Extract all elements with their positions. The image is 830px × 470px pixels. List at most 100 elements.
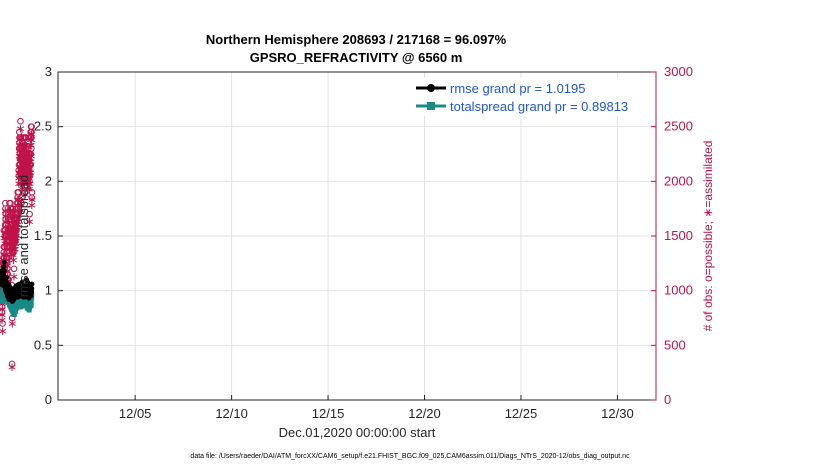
obs-assimilated-point: ∗	[3, 258, 13, 272]
obs-assimilated-point: ∗	[0, 209, 10, 223]
obs-assimilated-point: ∗	[7, 242, 17, 256]
y-tick-label: 1	[45, 283, 52, 298]
obs-assimilated-point: ∗	[9, 242, 19, 256]
y-tick-label: 2.5	[34, 119, 52, 134]
obs-assimilated-point: ∗	[19, 171, 29, 185]
x-tick-label: 12/05	[119, 406, 152, 421]
obs-assimilated-point: ∗	[12, 204, 22, 218]
obs-assimilated-point: ∗	[2, 247, 12, 261]
y-tick-label: 2	[45, 173, 52, 188]
obs-possible-point	[18, 194, 25, 202]
obs-assimilated-point: ∗	[7, 316, 17, 330]
obs-assimilated-point: ∗	[14, 165, 24, 179]
obs-assimilated-point: ∗	[0, 302, 7, 316]
legend-spread-marker	[427, 102, 435, 110]
obs-possible-point	[17, 117, 24, 125]
obs-assimilated-point: ∗	[13, 209, 23, 223]
obs-assimilated-point: ∗	[18, 171, 28, 185]
obs-assimilated-point: ∗	[11, 231, 21, 245]
obs-possible-point	[10, 249, 17, 256]
rmse-point	[1, 264, 7, 270]
obs-assimilated-point: ∗	[10, 226, 20, 240]
obs-assimilated-point: ∗	[9, 231, 19, 245]
obs-assimilated-point: ∗	[16, 138, 26, 152]
rmse-point	[4, 275, 10, 280]
obs-assimilated-point: ∗	[15, 165, 25, 179]
obs-assimilated-point: ∗	[5, 236, 15, 250]
obs-assimilated-point: ∗	[24, 160, 34, 174]
obs-assimilated-point: ∗	[4, 242, 14, 256]
obs-assimilated-point: ∗	[1, 215, 11, 229]
obs-assimilated-point: ∗	[19, 149, 29, 163]
obs-assimilated-point: ∗	[7, 236, 17, 250]
obs-assimilated-point: ∗	[17, 171, 27, 185]
totalspread-point	[2, 298, 7, 303]
rmse-point	[1, 268, 7, 274]
obs-assimilated-point: ∗	[25, 154, 35, 168]
obs-assimilated-point: ∗	[17, 182, 27, 196]
obs-assimilated-point: ∗	[0, 313, 7, 327]
obs-assimilated-point: ∗	[20, 187, 30, 201]
obs-assimilated-point: ∗	[23, 165, 33, 179]
obs-assimilated-point: ∗	[26, 127, 36, 141]
obs-assimilated-point: ∗	[4, 220, 14, 234]
obs-assimilated-point: ∗	[16, 176, 26, 190]
obs-possible-point	[28, 145, 35, 152]
x-tick-label: 12/10	[215, 406, 248, 421]
obs-assimilated-point: ∗	[16, 160, 26, 174]
obs-assimilated-point: ∗	[0, 247, 9, 261]
obs-assimilated-point: ∗	[4, 231, 14, 245]
chart-subtitle: GPSRO_REFRACTIVITY @ 6560 m	[250, 50, 463, 65]
obs-assimilated-point: ∗	[0, 324, 8, 338]
obs-assimilated-point: ∗	[20, 149, 30, 163]
obs-assimilated-point: ∗	[18, 138, 28, 152]
x-tick-label: 12/30	[601, 406, 634, 421]
y-right-tick-label: 2000	[664, 173, 693, 188]
obs-assimilated-point: ∗	[13, 204, 23, 218]
obs-assimilated-point: ∗	[15, 122, 25, 136]
obs-assimilated-point: ∗	[10, 231, 20, 245]
obs-assimilated-point: ∗	[6, 226, 16, 240]
obs-assimilated-point: ∗	[10, 236, 20, 250]
obs-assimilated-point: ∗	[19, 138, 29, 152]
obs-assimilated-point: ∗	[14, 171, 24, 185]
obs-assimilated-point: ∗	[22, 171, 32, 185]
obs-assimilated-point: ∗	[9, 242, 19, 256]
obs-assimilated-point: ∗	[6, 209, 16, 223]
obs-assimilated-point: ∗	[8, 209, 18, 223]
obs-assimilated-point: ∗	[24, 154, 34, 168]
obs-assimilated-point: ∗	[18, 165, 28, 179]
obs-assimilated-point: ∗	[23, 149, 33, 163]
obs-assimilated-point: ∗	[18, 160, 28, 174]
obs-assimilated-point: ∗	[25, 165, 35, 179]
obs-assimilated-point: ∗	[2, 242, 12, 256]
obs-possible-point	[1, 243, 8, 251]
obs-assimilated-point: ∗	[1, 226, 11, 240]
obs-assimilated-point: ∗	[16, 171, 26, 185]
obs-assimilated-point: ∗	[23, 160, 33, 174]
obs-assimilated-point: ∗	[22, 154, 32, 168]
obs-assimilated-point: ∗	[1, 236, 11, 250]
obs-possible-point	[0, 320, 6, 327]
obs-assimilated-point: ∗	[0, 226, 10, 240]
y-right-tick-label: 2500	[664, 119, 693, 134]
totalspread-point	[29, 301, 34, 306]
obs-assimilated-point: ∗	[13, 193, 23, 207]
obs-assimilated-point: ∗	[11, 220, 21, 234]
obs-assimilated-point: ∗	[0, 204, 10, 218]
legend-spread-label: totalspread grand pr = 0.89813	[450, 99, 628, 114]
obs-possible-point	[8, 360, 16, 368]
obs-assimilated-point: ∗	[27, 127, 37, 141]
obs-assimilated-point: ∗	[24, 182, 34, 196]
obs-assimilated-point: ∗	[13, 215, 23, 229]
obs-assimilated-point: ∗	[0, 247, 10, 261]
obs-assimilated-point: ∗	[24, 160, 34, 174]
obs-assimilated-point: ∗	[1, 220, 11, 234]
obs-possible-point	[26, 172, 34, 180]
obs-assimilated-point: ∗	[23, 182, 33, 196]
obs-assimilated-point: ∗	[20, 138, 30, 152]
obs-assimilated-point: ∗	[8, 226, 18, 240]
obs-assimilated-point: ∗	[8, 242, 18, 256]
obs-assimilated-point: ∗	[9, 236, 19, 250]
obs-assimilated-point: ∗	[26, 154, 36, 168]
